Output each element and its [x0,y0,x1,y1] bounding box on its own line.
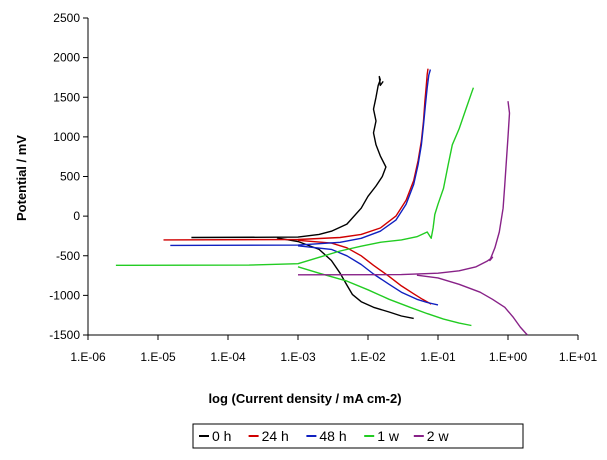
axes: 2500 2000 1500 1000 500 0 -500 -1000 -1500 1.E-06… [49,11,597,364]
x-axis-label: log (Current density / mA cm-2) [208,391,401,406]
legend-label: 24 h [262,428,289,444]
series-line-0h-anodic [191,75,387,239]
x-tick-label: 1.E-04 [210,350,246,364]
series-line-2w-cathodic [416,274,528,336]
series-line-24h-cathodic [297,239,432,305]
x-tick-label: 1.E+01 [559,350,598,364]
x-tick-label: 1.E-03 [280,350,316,364]
legend-label: 1 w [377,428,400,444]
x-tick-label: 1.E-06 [70,350,106,364]
legend-label: 2 w [427,428,450,444]
x-tick-label: 1.E-02 [350,350,386,364]
y-axis-label: Potential / mV [14,135,29,221]
legend-box [192,423,524,449]
series-line-1w-anodic [115,87,475,266]
series-line-1w-cathodic [297,266,472,327]
y-tick-label: -1500 [49,328,80,342]
legend-label: 0 h [212,428,231,444]
x-tick-label: 1.E+00 [489,350,528,364]
y-tick-label: -1000 [49,288,80,302]
y-tick-label: 0 [73,209,80,223]
x-tick-label: 1.E-01 [420,350,456,364]
series-line-48h-anodic [170,69,432,247]
series-layer [115,68,528,336]
legend-label: 48 h [319,428,346,444]
x-tick-label: 1.E-05 [140,350,176,364]
series-line-24h-anodic [163,68,429,241]
y-tick-label: 1000 [53,130,80,144]
y-tick-label: 2000 [53,51,80,65]
series-line-2w-anodic [297,101,511,276]
y-tick-label: 2500 [53,11,80,25]
y-tick-label: 1500 [53,90,80,104]
y-tick-label: -500 [56,249,80,263]
legend: 0 h 24 h 48 h 1 w 2 w [192,423,524,449]
y-tick-label: 500 [60,170,80,184]
series-line-48h-cathodic [297,245,439,306]
